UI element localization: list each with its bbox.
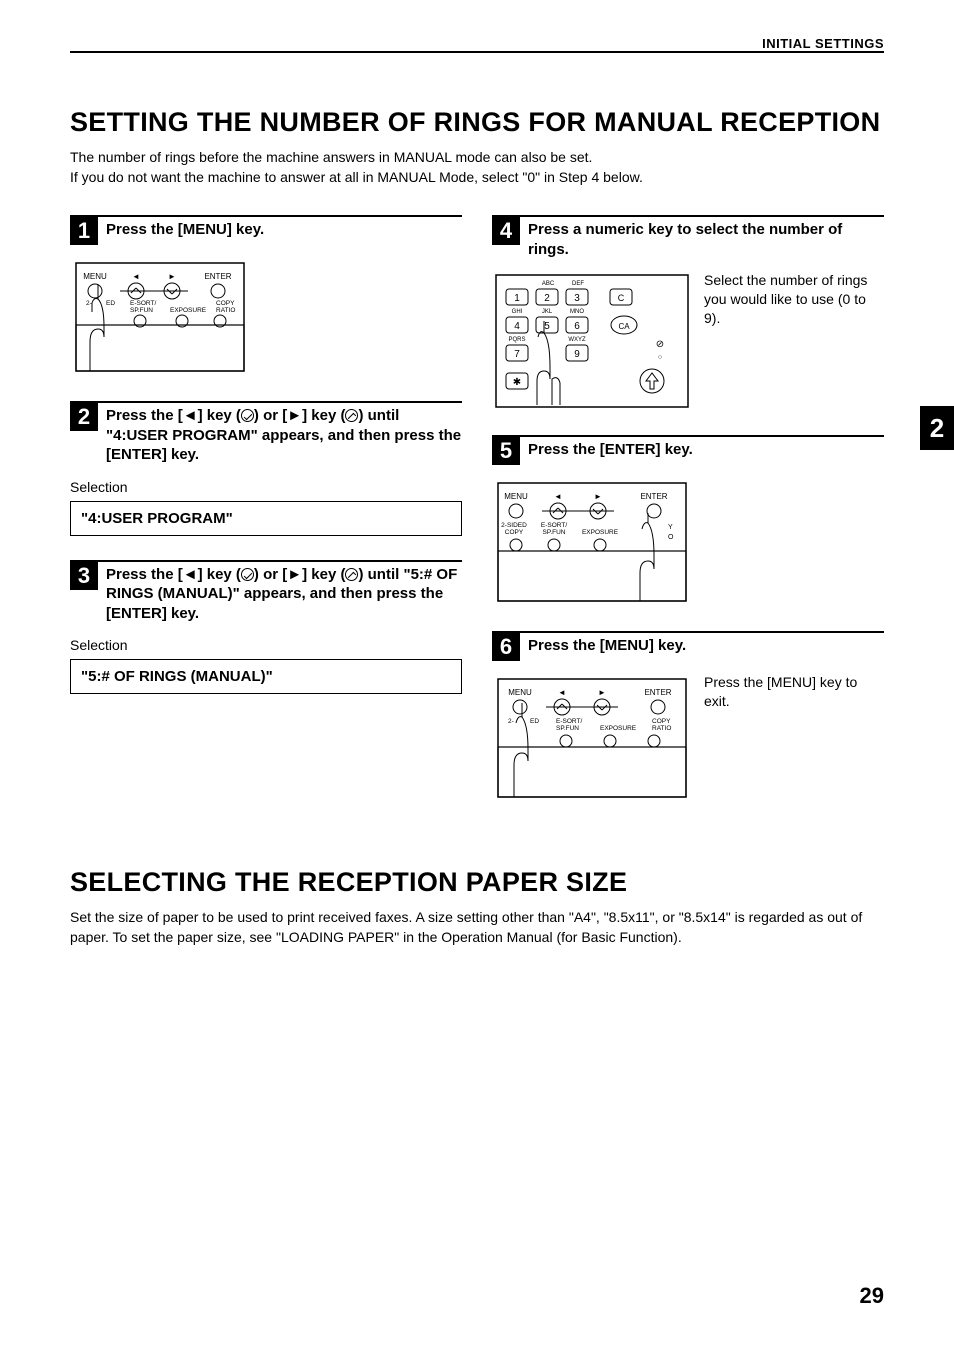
svg-text:SP.FUN: SP.FUN xyxy=(543,529,566,536)
svg-text:MNO: MNO xyxy=(570,309,584,315)
step-2-selection-box: "4:USER PROGRAM" xyxy=(70,501,462,536)
svg-text:RATIO: RATIO xyxy=(652,725,671,732)
svg-text:7: 7 xyxy=(514,349,520,360)
section1-intro: The number of rings before the machine a… xyxy=(70,148,884,187)
svg-text:GHI: GHI xyxy=(512,309,523,315)
step-6: 6 Press the [MENU] key. MENU ◄ ► xyxy=(492,631,884,803)
svg-text:►: ► xyxy=(594,492,602,501)
step-6-body: Press the [MENU] key to exit. xyxy=(704,673,884,711)
svg-text:►: ► xyxy=(168,272,176,281)
section1-intro-line1: The number of rings before the machine a… xyxy=(70,149,592,165)
svg-text:ENTER: ENTER xyxy=(644,688,671,697)
svg-text:◄: ◄ xyxy=(132,272,140,281)
svg-text:O: O xyxy=(668,534,674,541)
step-5: 5 Press the [ENTER] key. MENU ◄ ► xyxy=(492,435,884,607)
svg-text:MENU: MENU xyxy=(83,272,107,281)
control-panel-illustration-menu-exit: MENU ◄ ► ENTER 2- ED E-S xyxy=(492,673,692,803)
svg-text:C: C xyxy=(618,293,625,303)
step-3-num: 3 xyxy=(70,562,98,590)
svg-text:1: 1 xyxy=(514,293,520,304)
step-3-selection-label: Selection xyxy=(70,637,462,653)
svg-text:2-SIDED: 2-SIDED xyxy=(501,522,527,529)
svg-text:3: 3 xyxy=(574,293,580,304)
section2-body: Set the size of paper to be used to prin… xyxy=(70,908,884,947)
svg-text:EXPOSURE: EXPOSURE xyxy=(170,307,207,314)
svg-text:JKL: JKL xyxy=(542,309,553,315)
step-4-title: Press a numeric key to select the number… xyxy=(528,217,884,259)
svg-text:COPY: COPY xyxy=(216,300,235,307)
step-2-title: Press the [◄] key () or [►] key () until… xyxy=(106,403,462,465)
svg-text:E-SORT/: E-SORT/ xyxy=(130,300,156,307)
step-4-num: 4 xyxy=(492,217,520,245)
chapter-side-tab: 2 xyxy=(920,406,954,450)
section1-title: SETTING THE NUMBER OF RINGS FOR MANUAL R… xyxy=(70,107,884,138)
step-1-title: Press the [MENU] key. xyxy=(106,217,264,240)
section1-intro-line2: If you do not want the machine to answer… xyxy=(70,169,643,185)
svg-text:6: 6 xyxy=(574,321,580,332)
svg-text:ED: ED xyxy=(106,300,115,307)
step-2-selection-label: Selection xyxy=(70,479,462,495)
svg-text:5: 5 xyxy=(544,321,550,332)
svg-text:⊘: ⊘ xyxy=(656,339,664,350)
svg-text:COPY: COPY xyxy=(505,529,524,536)
svg-text:ABC: ABC xyxy=(542,281,555,287)
svg-text:EXPOSURE: EXPOSURE xyxy=(582,529,619,536)
svg-text:RATIO: RATIO xyxy=(216,307,235,314)
control-panel-illustration-menu: MENU ◄ ► ENTER 2- ED E-S xyxy=(70,257,250,377)
step-5-title: Press the [ENTER] key. xyxy=(528,437,693,460)
svg-text:CA: CA xyxy=(618,322,630,331)
page-number: 29 xyxy=(860,1283,884,1309)
svg-text:PQRS: PQRS xyxy=(508,337,525,343)
svg-text:MENU: MENU xyxy=(508,688,532,697)
svg-text:ED: ED xyxy=(530,718,539,725)
step-1: 1 Press the [MENU] key. MENU ◄ ► xyxy=(70,215,462,377)
step-1-num: 1 xyxy=(70,217,98,245)
step-6-num: 6 xyxy=(492,633,520,661)
svg-text:EXPOSURE: EXPOSURE xyxy=(600,725,637,732)
section2-title: SELECTING THE RECEPTION PAPER SIZE xyxy=(70,867,884,898)
step-6-title: Press the [MENU] key. xyxy=(528,633,686,656)
svg-text:DEF: DEF xyxy=(572,281,584,287)
step-5-num: 5 xyxy=(492,437,520,465)
svg-text:2-: 2- xyxy=(86,300,92,307)
svg-text:✱: ✱ xyxy=(513,377,521,388)
svg-text:2: 2 xyxy=(544,293,550,304)
step-3-selection-box: "5:# OF RINGS (MANUAL)" xyxy=(70,659,462,694)
svg-text:Y: Y xyxy=(668,524,673,531)
svg-text:9: 9 xyxy=(574,349,580,360)
step-2-num: 2 xyxy=(70,403,98,431)
step-4-body: Select the number of rings you would lik… xyxy=(704,271,884,328)
step-4: 4 Press a numeric key to select the numb… xyxy=(492,215,884,411)
svg-text:ENTER: ENTER xyxy=(204,272,231,281)
svg-text:ENTER: ENTER xyxy=(640,492,667,501)
header-text: INITIAL SETTINGS xyxy=(70,36,884,51)
svg-text:◄: ◄ xyxy=(558,688,566,697)
step-3: 3 Press the [◄] key () or [►] key () unt… xyxy=(70,560,462,695)
svg-text:SP.FUN: SP.FUN xyxy=(556,725,579,732)
svg-text:MENU: MENU xyxy=(504,492,528,501)
svg-text:◄: ◄ xyxy=(554,492,562,501)
keypad-illustration: ABC DEF 1 2 3 C GHI JKL MNO 4 5 xyxy=(492,271,692,411)
header-rule xyxy=(70,51,884,53)
step-3-title: Press the [◄] key () or [►] key () until… xyxy=(106,562,462,624)
svg-text:►: ► xyxy=(598,688,606,697)
svg-text:○: ○ xyxy=(658,354,662,361)
svg-text:2-: 2- xyxy=(508,718,514,725)
svg-text:COPY: COPY xyxy=(652,718,671,725)
svg-text:4: 4 xyxy=(514,321,520,332)
svg-text:E-SORT/: E-SORT/ xyxy=(556,718,582,725)
step-2: 2 Press the [◄] key () or [►] key () unt… xyxy=(70,401,462,536)
svg-text:SP.FUN: SP.FUN xyxy=(130,307,153,314)
control-panel-illustration-enter: MENU ◄ ► ENTER 2-SIDED COPY xyxy=(492,477,692,607)
svg-text:E-SORT/: E-SORT/ xyxy=(541,522,567,529)
svg-text:WXYZ: WXYZ xyxy=(568,337,586,343)
